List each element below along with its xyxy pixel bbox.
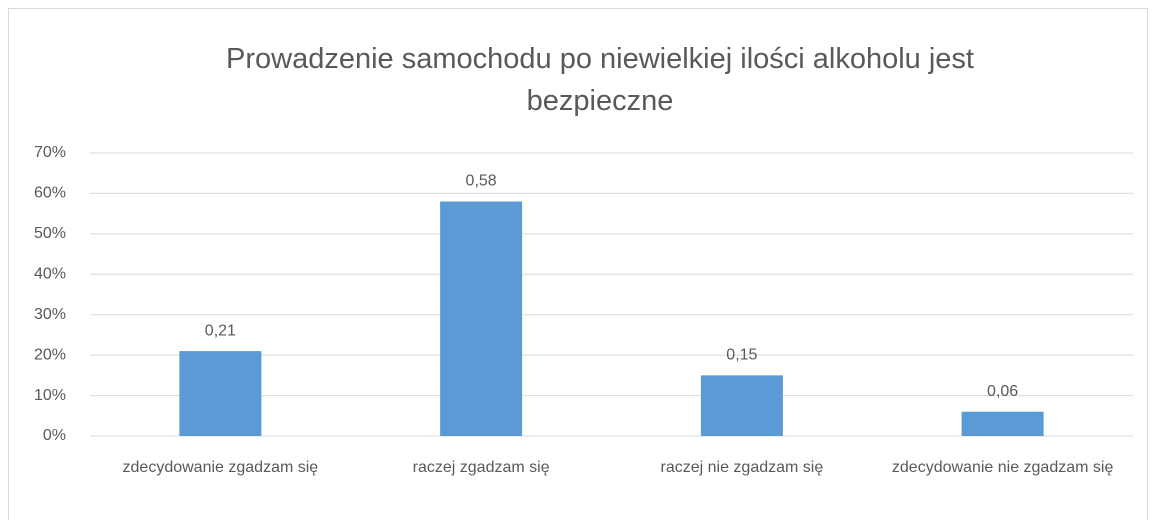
data-label: 0,21	[205, 322, 236, 339]
data-label: 0,06	[987, 383, 1018, 400]
bar	[961, 411, 1044, 436]
chart-title: Prowadzenie samochodu po niewielkiej ilo…	[226, 43, 974, 117]
y-tick-label: 10%	[34, 387, 66, 404]
y-tick-label: 0%	[43, 427, 66, 444]
x-tick-label: raczej zgadzam się	[412, 459, 550, 476]
y-tick-label: 20%	[34, 346, 66, 363]
y-tick-label: 50%	[34, 225, 66, 242]
bar	[179, 351, 262, 436]
data-label: 0,15	[726, 347, 757, 364]
bar	[440, 201, 523, 436]
y-tick-label: 40%	[34, 266, 66, 283]
bar	[700, 375, 783, 436]
x-tick-label: raczej nie zgadzam się	[660, 459, 824, 476]
chart-frame	[8, 8, 1148, 520]
y-tick-label: 70%	[34, 144, 66, 161]
y-tick-label: 30%	[34, 306, 66, 323]
data-label: 0,58	[466, 173, 497, 190]
x-tick-label: zdecydowanie zgadzam się	[122, 459, 319, 476]
y-tick-label: 60%	[34, 185, 66, 202]
x-tick-label: zdecydowanie nie zgadzam się	[891, 459, 1114, 476]
